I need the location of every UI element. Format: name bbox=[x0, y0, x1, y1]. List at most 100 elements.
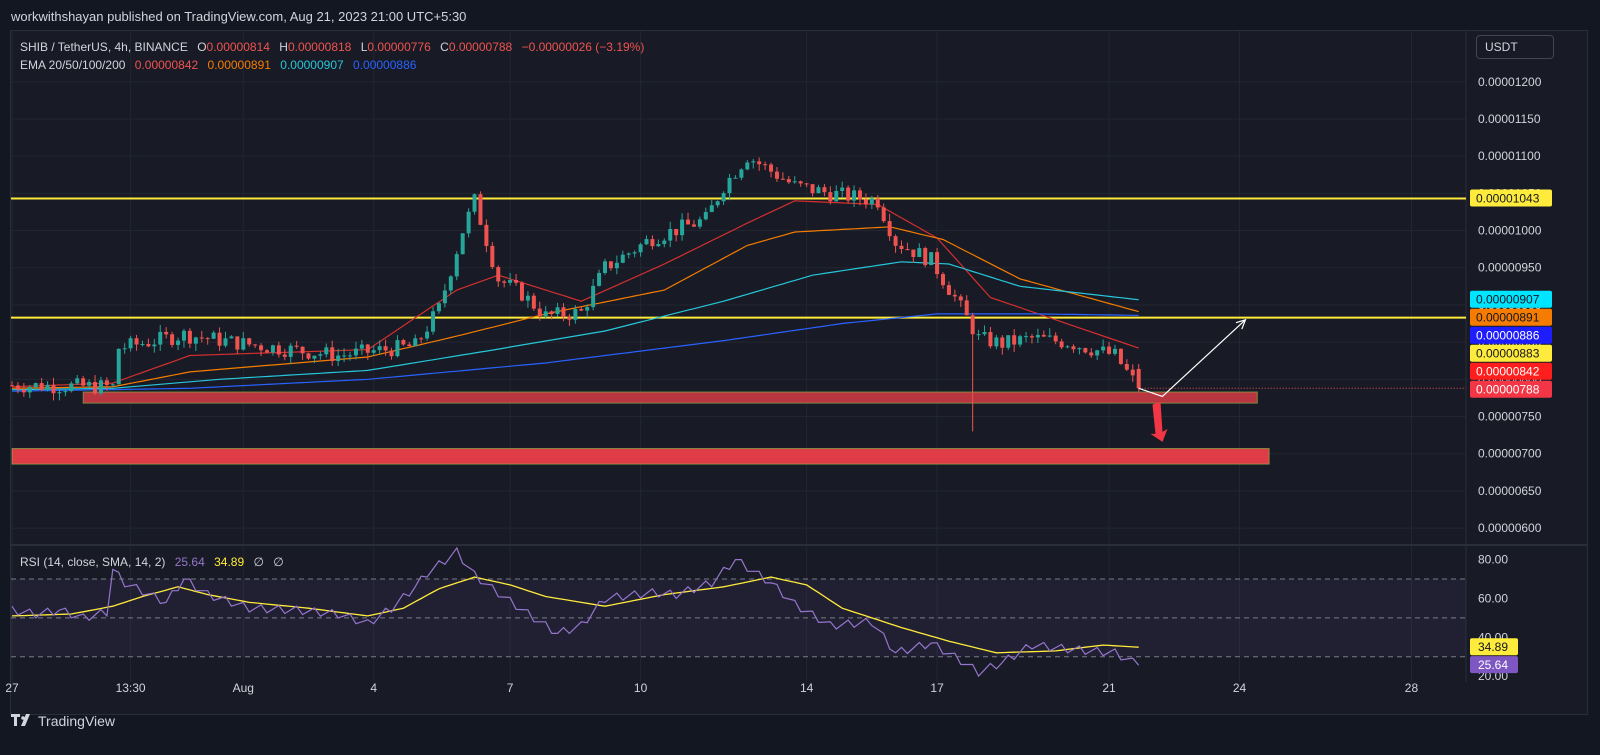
ema-title[interactable]: EMA 20/50/100/200 bbox=[20, 58, 126, 72]
candle-body bbox=[994, 337, 999, 347]
support-zone-1 bbox=[82, 391, 1258, 404]
candle-body bbox=[697, 219, 702, 227]
candle-body bbox=[1006, 335, 1011, 348]
candle-body bbox=[10, 385, 14, 387]
candle-body bbox=[958, 296, 963, 301]
candle-body bbox=[419, 338, 424, 340]
price-tick-label: 0.00001200 bbox=[1478, 75, 1542, 89]
candle-body bbox=[146, 344, 151, 347]
low-value: 0.00000776 bbox=[367, 40, 431, 54]
candle-body bbox=[253, 344, 258, 346]
candle-body bbox=[312, 355, 317, 359]
ema20-value: 0.00000842 bbox=[134, 58, 199, 72]
price-label-text: 0.00000842 bbox=[1476, 365, 1540, 379]
rsi-sma-value: 34.89 bbox=[214, 555, 245, 569]
high-value: 0.00000818 bbox=[287, 40, 352, 54]
tradingview-logo-icon bbox=[11, 713, 33, 729]
price-label-box bbox=[1470, 344, 1552, 362]
candle-body bbox=[1059, 341, 1064, 348]
rsi-band bbox=[11, 579, 1466, 657]
candle-body bbox=[1047, 335, 1052, 337]
candle-body bbox=[656, 244, 661, 247]
candle-body bbox=[508, 280, 513, 283]
chart-panel[interactable] bbox=[10, 30, 1588, 715]
candle-body bbox=[502, 281, 507, 283]
ema-line-ema200 bbox=[11, 313, 1139, 392]
tradingview-brand[interactable]: TradingView bbox=[11, 713, 115, 729]
time-axis[interactable]: 27 13:30 Aug 4 7 10 14 17 21 24 28 bbox=[5, 681, 1418, 695]
currency-selector[interactable]: USDT bbox=[1476, 35, 1554, 59]
candle-body bbox=[846, 187, 851, 201]
candle-body bbox=[798, 181, 803, 184]
candle-body bbox=[116, 348, 121, 385]
candle-body bbox=[199, 337, 204, 339]
rsi-legend[interactable]: RSI (14, close, SMA, 14, 2) 25.64 34.89 … bbox=[20, 555, 290, 569]
candle-body bbox=[365, 344, 370, 353]
candle-body bbox=[561, 307, 566, 317]
candle-body bbox=[1101, 346, 1106, 351]
candle-body bbox=[893, 236, 898, 246]
candle-body bbox=[264, 350, 269, 353]
ema-legend[interactable]: EMA 20/50/100/200 0.00000842 0.00000891 … bbox=[20, 58, 422, 72]
candle-body bbox=[45, 384, 50, 391]
price-label-box bbox=[1470, 362, 1552, 380]
rsi-value-label: 25.64 bbox=[1478, 658, 1508, 672]
symbol-legend[interactable]: SHIB / TetherUS, 4h, BINANCE O0.00000814… bbox=[20, 40, 644, 54]
candle-body bbox=[81, 378, 86, 386]
candle-body bbox=[193, 337, 198, 344]
candle-body bbox=[1035, 334, 1040, 338]
price-label-box bbox=[1470, 326, 1552, 344]
projection-drawing[interactable] bbox=[1138, 318, 1247, 442]
price-tick-label: 0.00001100 bbox=[1478, 149, 1541, 163]
candle-body bbox=[911, 249, 916, 257]
rsi-tick-label: 80.00 bbox=[1478, 553, 1508, 567]
symbol-title[interactable]: SHIB / TetherUS, 4h, BINANCE bbox=[20, 40, 188, 54]
candle-body bbox=[21, 389, 26, 393]
price-label-box bbox=[1470, 189, 1552, 207]
candle-body bbox=[170, 334, 175, 345]
candle-body bbox=[282, 354, 287, 357]
candle-body bbox=[608, 261, 613, 269]
candle-body bbox=[881, 207, 886, 222]
candle-body bbox=[774, 171, 779, 179]
candle-body bbox=[703, 212, 708, 220]
candle-body bbox=[739, 169, 744, 178]
candle-body bbox=[988, 332, 993, 347]
candle-body bbox=[923, 248, 928, 266]
candle-body bbox=[650, 239, 655, 247]
candle-body bbox=[852, 190, 857, 201]
support-zones bbox=[11, 391, 1270, 465]
rsi-sma-line bbox=[11, 576, 1139, 654]
candles bbox=[10, 157, 1141, 432]
candle-body bbox=[276, 345, 281, 355]
candle-body bbox=[905, 249, 910, 251]
high-label: H bbox=[279, 40, 288, 54]
open-label: O bbox=[197, 40, 207, 54]
time-tick-label: 13:30 bbox=[116, 681, 146, 695]
rsi-title[interactable]: RSI (14, close, SMA, 14, 2) bbox=[20, 555, 166, 569]
candle-body bbox=[531, 295, 536, 309]
candle-body bbox=[780, 178, 785, 180]
candle-body bbox=[353, 348, 358, 356]
rsi-line bbox=[11, 546, 1140, 678]
candle-body bbox=[294, 345, 299, 347]
candle-body bbox=[751, 161, 756, 163]
time-tick-label: 24 bbox=[1233, 681, 1247, 695]
ema100-value: 0.00000907 bbox=[280, 58, 344, 72]
candle-body bbox=[603, 261, 607, 273]
candle-body bbox=[626, 253, 631, 255]
candle-body bbox=[573, 309, 578, 320]
candle-body bbox=[680, 219, 685, 236]
candle-body bbox=[342, 355, 347, 357]
time-tick-label: 4 bbox=[370, 681, 377, 695]
candle-body bbox=[371, 350, 376, 353]
candle-body bbox=[917, 248, 922, 257]
candle-body bbox=[721, 193, 726, 202]
time-tick-label: 7 bbox=[507, 681, 514, 695]
candle-body bbox=[537, 308, 542, 317]
close-label: C bbox=[440, 40, 449, 54]
candle-body bbox=[1083, 348, 1088, 353]
price-tick-label: 0.00001000 bbox=[1478, 224, 1542, 238]
candle-body bbox=[863, 199, 868, 205]
